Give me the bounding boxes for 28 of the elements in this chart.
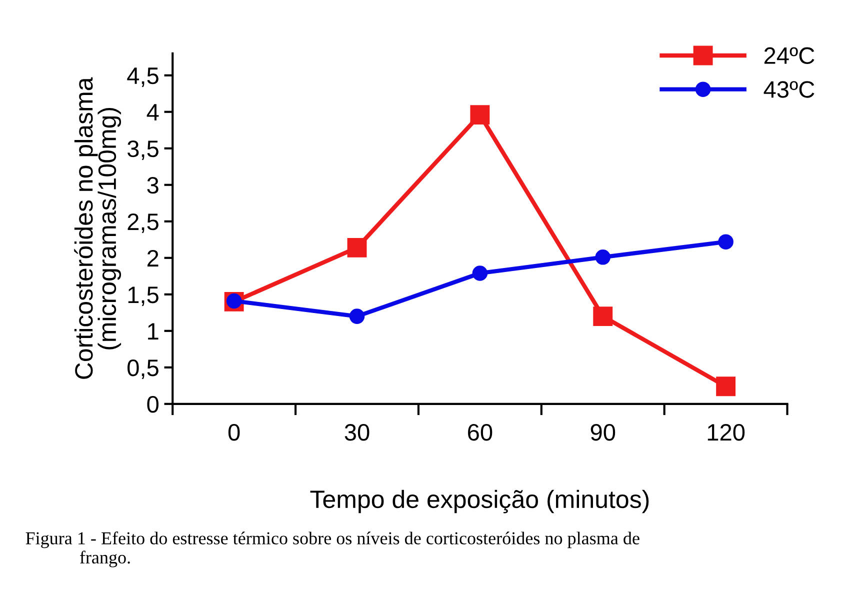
point (593, 306, 613, 326)
y-tick-label: 3,5 (127, 140, 158, 160)
y-tick-label: 0 (147, 396, 158, 413)
point (472, 266, 488, 281)
y-tick-label: 1 (148, 323, 158, 340)
legend-label: 24ºC (764, 47, 814, 64)
x-tick-label: 0 (228, 424, 240, 441)
legend-label: 43ºC (764, 81, 814, 98)
point (595, 250, 611, 265)
x-tick-label: 60 (468, 424, 492, 441)
x-axis-title: Tempo de exposição (minutos) (310, 490, 649, 514)
y-tick-label: 4 (146, 104, 159, 120)
point (349, 308, 365, 324)
point (718, 234, 734, 250)
y-tick-label: 0,5 (128, 359, 158, 379)
y-tick-label: 4,5 (127, 68, 158, 87)
y-tick-label: 2 (147, 250, 158, 266)
y-tick-label: 1,5 (128, 286, 158, 306)
x-tick-label: 30 (344, 424, 370, 441)
point (347, 238, 367, 258)
x-tick-label: 90 (590, 424, 616, 441)
point (716, 376, 736, 396)
y-tick-label: 2,5 (128, 213, 158, 233)
y-tick-label: 3 (147, 176, 158, 194)
text: Figura 1 - Efeito do estresse térmico sobre os níveis de corticosteróides no plasma de frango. (26, 532, 640, 568)
x-tick-label: 120 (708, 424, 745, 441)
point (470, 105, 490, 125)
y-axis-title: Corticosteróides no plasma (microgramas/100mg) (74, 77, 122, 379)
